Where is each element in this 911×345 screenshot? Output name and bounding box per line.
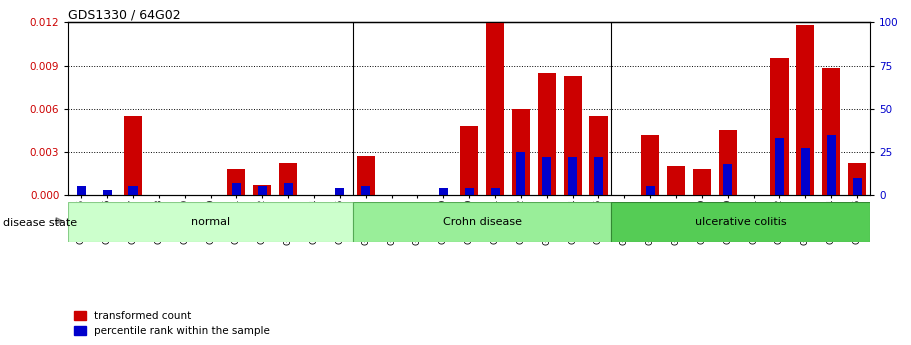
Bar: [611, 202, 870, 242]
Bar: [77, 186, 86, 195]
Bar: [258, 186, 267, 195]
Bar: [853, 178, 862, 195]
Bar: [542, 157, 551, 195]
Bar: [848, 163, 866, 195]
Bar: [279, 163, 297, 195]
Bar: [517, 152, 526, 195]
Bar: [486, 22, 504, 195]
Bar: [357, 156, 374, 195]
Bar: [253, 185, 271, 195]
Bar: [128, 186, 138, 195]
Bar: [667, 166, 685, 195]
Bar: [103, 190, 112, 195]
Bar: [512, 109, 530, 195]
Bar: [801, 148, 810, 195]
Text: Crohn disease: Crohn disease: [443, 217, 522, 227]
Bar: [646, 186, 655, 195]
Legend: transformed count, percentile rank within the sample: transformed count, percentile rank withi…: [74, 311, 271, 336]
Bar: [228, 169, 245, 195]
Bar: [775, 138, 784, 195]
Bar: [568, 157, 578, 195]
Bar: [693, 169, 711, 195]
Bar: [335, 188, 344, 195]
Bar: [723, 164, 732, 195]
Text: disease state: disease state: [3, 218, 77, 227]
Bar: [826, 135, 835, 195]
Bar: [589, 116, 608, 195]
Bar: [124, 116, 142, 195]
Bar: [594, 157, 603, 195]
Bar: [460, 126, 478, 195]
Bar: [771, 58, 789, 195]
Bar: [361, 186, 370, 195]
Text: ulcerative colitis: ulcerative colitis: [695, 217, 786, 227]
Bar: [641, 135, 660, 195]
Text: normal: normal: [191, 217, 230, 227]
Bar: [796, 25, 814, 195]
Bar: [490, 188, 499, 195]
Bar: [439, 188, 448, 195]
Bar: [232, 183, 241, 195]
Bar: [719, 130, 737, 195]
Bar: [68, 202, 353, 242]
Bar: [564, 76, 581, 195]
Bar: [822, 68, 840, 195]
Bar: [353, 202, 611, 242]
Bar: [465, 188, 474, 195]
Bar: [537, 73, 556, 195]
Bar: [283, 183, 292, 195]
Text: GDS1330 / 64G02: GDS1330 / 64G02: [68, 8, 181, 21]
